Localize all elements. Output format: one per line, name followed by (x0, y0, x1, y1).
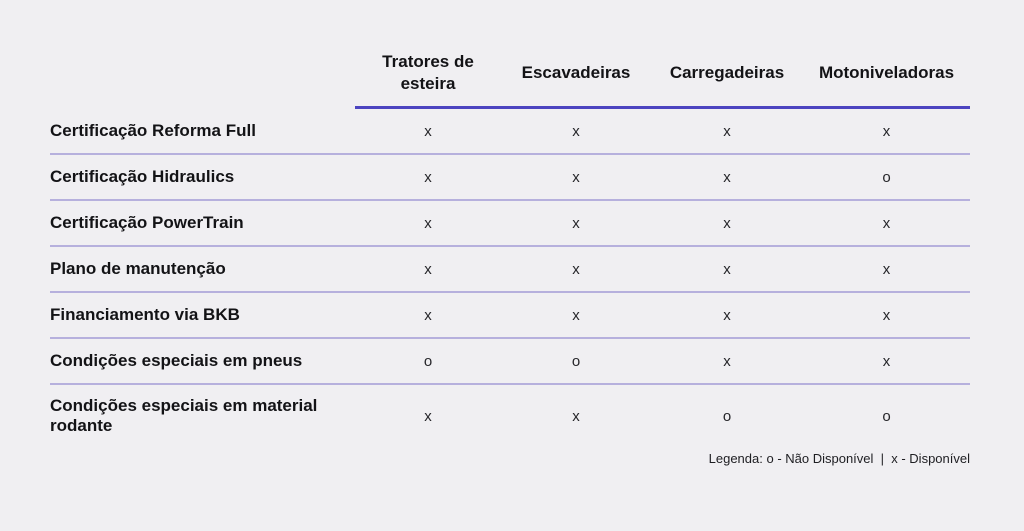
row-label: Financiamento via BKB (50, 304, 240, 324)
table-row-plano-de-manutencao: Plano de manutenção x x x x (50, 247, 970, 293)
cell-value: x (572, 122, 580, 140)
cell-value: x (572, 407, 580, 425)
header-rule (355, 106, 970, 109)
row-label: Condições especiais em material rodante (50, 395, 318, 435)
column-header-tratores-de-esteira: Tratores de esteira (382, 51, 474, 93)
cell-value: x (882, 260, 891, 278)
cell-value: x (424, 306, 432, 324)
cell-value: x (572, 306, 580, 324)
cell-value: x (424, 168, 432, 186)
table-row-certificacao-hidraulics: Certificação Hidraulics x x x o (50, 155, 970, 201)
cell-value: x (723, 260, 731, 278)
table-row-condicoes-especiais-em-pneus: Condições especiais em pneus o o x x (50, 339, 970, 385)
table-row-condicoes-especiais-em-material-rodante: Condições especiais em material rodante … (50, 385, 970, 447)
row-label: Certificação PowerTrain (50, 212, 244, 232)
cell-value: x (572, 214, 580, 232)
column-header-motoniveladoras: Motoniveladoras (818, 62, 955, 82)
cell-value: o (423, 352, 433, 370)
cell-value: x (424, 122, 432, 140)
cell-value: x (424, 407, 432, 425)
cell-value: x (723, 214, 731, 232)
cell-value: o (722, 407, 732, 425)
cell-value: x (424, 214, 432, 232)
cell-value: o (571, 352, 581, 370)
cell-value: x (723, 352, 731, 370)
cell-value: x (882, 122, 891, 140)
cell-value: x (723, 306, 731, 324)
table-row-certificacao-reforma-full: Certificação Reforma Full x x x x (50, 109, 970, 155)
column-header-carregadeiras: Carregadeiras (669, 62, 785, 82)
table-row-financiamento-via-bkb: Financiamento via BKB x x x x (50, 293, 970, 339)
row-label: Plano de manutenção (50, 258, 226, 278)
cell-value: x (723, 168, 731, 186)
cell-value: x (882, 352, 891, 370)
cell-value: o (882, 168, 891, 186)
cell-value: x (882, 214, 891, 232)
cell-value: o (882, 407, 891, 425)
cell-value: x (572, 260, 580, 278)
feature-comparison-table: Tratores de esteira Escavadeiras Carrega… (50, 45, 970, 466)
cell-value: x (572, 168, 580, 186)
table-header-row: Tratores de esteira Escavadeiras Carrega… (50, 45, 970, 109)
cell-value: x (723, 122, 731, 140)
cell-value: x (424, 260, 432, 278)
row-label: Certificação Reforma Full (50, 120, 256, 140)
table-row-certificacao-powertrain: Certificação PowerTrain x x x x (50, 201, 970, 247)
row-label: Condições especiais em pneus (50, 350, 303, 370)
cell-value: x (882, 306, 891, 324)
column-header-escavadeiras: Escavadeiras (521, 62, 631, 82)
legend: Legenda: o - Não Disponível | x - Dispon… (708, 451, 970, 466)
row-label: Certificação Hidraulics (50, 166, 235, 186)
